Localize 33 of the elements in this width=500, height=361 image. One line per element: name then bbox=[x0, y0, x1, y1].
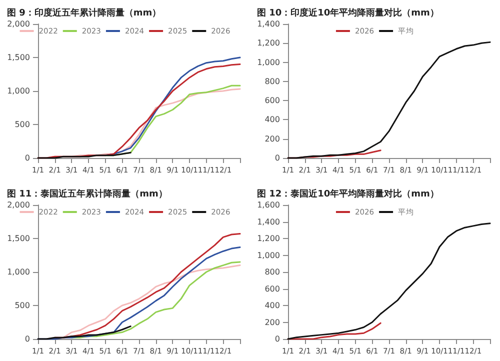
y-tick-label: 1,600 bbox=[257, 200, 280, 209]
y-tick-label: 2,000 bbox=[7, 20, 30, 28]
y-tick-label: 600 bbox=[264, 96, 280, 106]
y-tick-label: 1,400 bbox=[257, 20, 280, 28]
y-tick-label: 200 bbox=[264, 317, 280, 326]
line-series bbox=[37, 325, 132, 340]
y-tick-label: 1,000 bbox=[257, 58, 280, 67]
y-tick-label: 1,500 bbox=[7, 53, 30, 62]
chart-title: 图 12：泰国近10年平均降雨量对比（mm） bbox=[257, 188, 439, 199]
y-tick-label: 1,400 bbox=[257, 216, 280, 226]
y-tick-label: 0 bbox=[24, 334, 30, 343]
chart-title: 图 11：泰国近五年累计降雨量（mm） bbox=[7, 188, 168, 199]
y-tick-label: 2,000 bbox=[7, 200, 30, 209]
y-tick-label: 1,000 bbox=[7, 86, 30, 96]
y-tick-label: 0 bbox=[24, 154, 30, 162]
y-tick-label: 1,000 bbox=[7, 267, 30, 276]
y-tick-label: 0 bbox=[274, 334, 280, 343]
y-tick-label: 400 bbox=[264, 115, 280, 124]
y-tick-label: 1,500 bbox=[7, 234, 30, 242]
y-tick-label: 0 bbox=[274, 154, 280, 162]
y-tick-label: 1,200 bbox=[257, 234, 280, 242]
y-tick-label: 600 bbox=[264, 284, 280, 293]
chart-title: 图 10：印度近10年平均降雨量对比（mm） bbox=[257, 8, 439, 18]
y-tick-label: 800 bbox=[264, 76, 280, 86]
chart-title: 图 9：印度近五年累计降雨量（mm） bbox=[7, 8, 162, 18]
y-tick-label: 1,200 bbox=[257, 38, 280, 48]
y-tick-label: 500 bbox=[14, 300, 30, 310]
y-tick-label: 800 bbox=[264, 267, 280, 276]
y-tick-label: 1,000 bbox=[257, 250, 280, 260]
y-tick-label: 500 bbox=[14, 120, 30, 129]
y-tick-label: 200 bbox=[264, 134, 280, 144]
line-series bbox=[70, 260, 241, 338]
y-tick-label: 400 bbox=[264, 300, 280, 310]
